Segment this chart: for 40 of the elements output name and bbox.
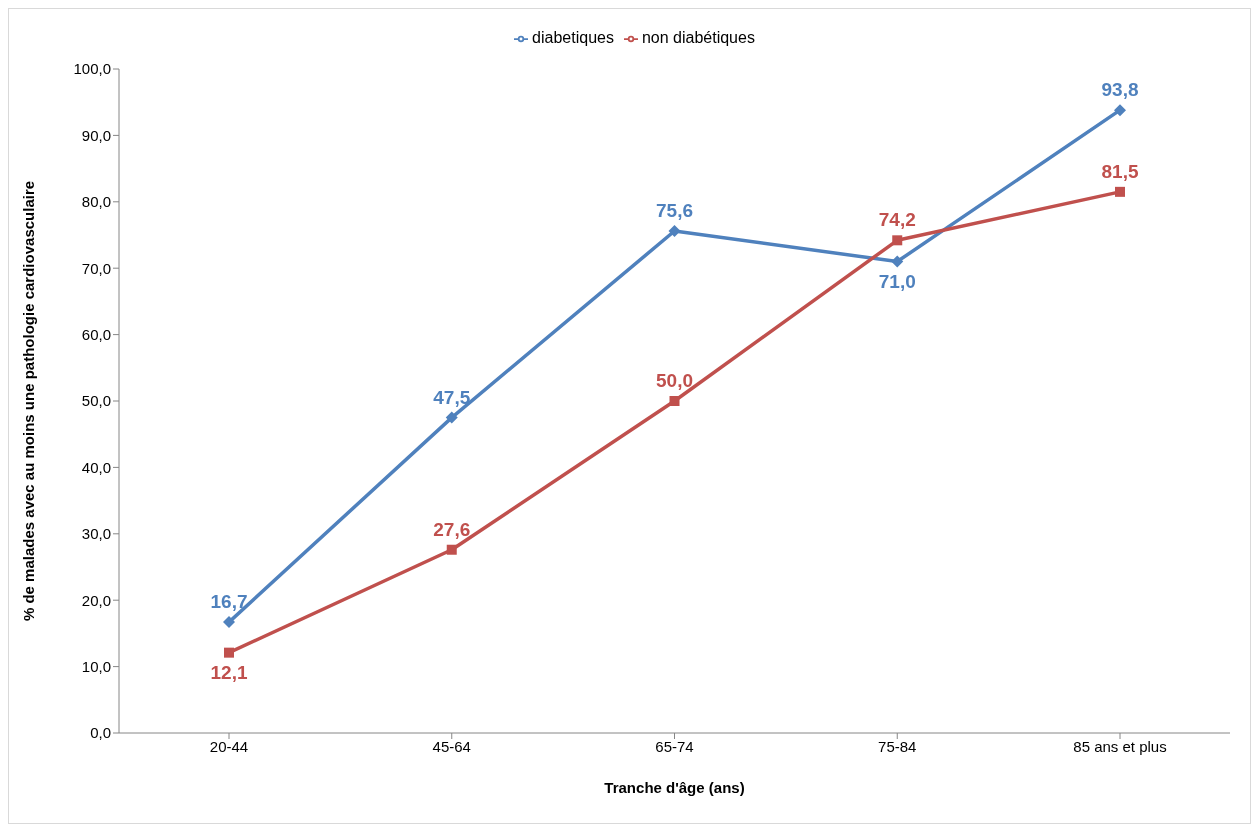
x-axis-title: Tranche d'âge (ans)	[604, 779, 745, 796]
data-label: 75,6	[656, 200, 693, 222]
point	[445, 411, 458, 424]
y-axis-title: % de malades avec au moins une pathologie cardiovasculaire	[20, 180, 38, 622]
data-label: 16,7	[210, 591, 248, 613]
point	[446, 544, 457, 555]
point	[223, 616, 235, 629]
point	[892, 235, 903, 246]
data-label: 47,5	[433, 386, 471, 408]
point	[1114, 104, 1126, 117]
x-tick-label: 85 ans et plus	[1073, 737, 1167, 755]
x-tick-label: 20-44	[209, 737, 249, 755]
data-label: 50,0	[656, 370, 693, 391]
legend-label: non diabétiques	[641, 29, 755, 46]
y-tick-label: 100,0	[73, 60, 111, 78]
y-tick-label: 80,0	[81, 193, 111, 211]
y-tick-label: 90,0	[81, 126, 111, 144]
data-label: 93,8	[1101, 79, 1139, 101]
y-tick-label: 70,0	[81, 259, 111, 277]
y-tick-label: 30,0	[81, 525, 111, 543]
x-tick-label: 45-64	[432, 737, 471, 755]
data-label: 71,0	[878, 270, 916, 292]
y-tick-label: 50,0	[81, 392, 111, 410]
legend-label: diabetiques	[532, 29, 614, 46]
data-label: 74,2	[878, 209, 916, 231]
y-tick-label: 40,0	[81, 458, 111, 476]
data-label: 27,6	[433, 518, 471, 540]
point	[1115, 186, 1125, 197]
x-tick-label: 75-84	[878, 737, 917, 755]
point	[669, 396, 680, 406]
point	[668, 225, 681, 238]
data-label: 12,1	[210, 661, 248, 683]
y-tick-label: 0,0	[90, 724, 111, 742]
point	[891, 255, 904, 268]
x-tick-label: 65-74	[655, 737, 694, 755]
y-tick-label: 60,0	[81, 325, 111, 343]
y-tick-label: 10,0	[81, 657, 111, 675]
y-tick-label: 20,0	[81, 591, 111, 609]
point	[224, 647, 234, 658]
data-label: 81,5	[1101, 160, 1139, 182]
